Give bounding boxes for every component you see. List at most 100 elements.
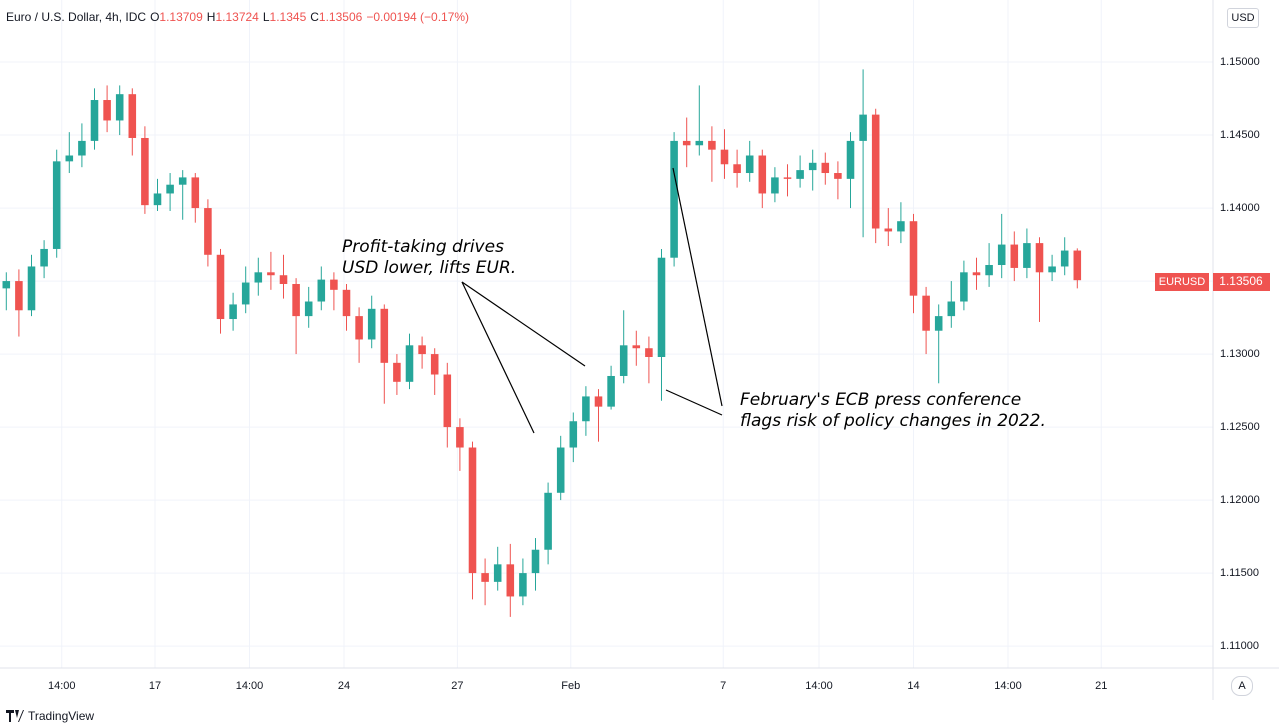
candle-body <box>556 447 565 493</box>
candle-body <box>405 345 414 382</box>
x-tick-label: 14 <box>907 680 919 692</box>
ohlc-label: C <box>310 10 319 24</box>
candle-body <box>229 304 237 320</box>
candle-body <box>1010 244 1019 268</box>
candle-body <box>115 94 124 121</box>
candle-body <box>619 345 628 376</box>
candle-body <box>204 208 212 255</box>
annotation-line <box>672 167 723 407</box>
candle-body <box>443 374 452 428</box>
candle-body <box>493 564 502 582</box>
candle-body <box>355 316 363 340</box>
candle-body <box>745 155 754 174</box>
candle-body <box>821 162 830 174</box>
candle-body <box>947 301 956 317</box>
annotation: Profit-taking drives USD lower, lifts EUR… <box>342 237 516 278</box>
candle-body <box>909 221 918 296</box>
annotation-lines <box>461 167 723 434</box>
brand[interactable]: TradingView <box>28 709 95 723</box>
candle-body <box>1073 250 1082 281</box>
candle-body <box>241 282 250 305</box>
ohlc: O1.13709 <box>150 10 203 24</box>
candle-body <box>897 221 905 232</box>
annotation: February's ECB press conference flags ris… <box>740 390 1046 431</box>
x-tick-label: 21 <box>1095 680 1107 692</box>
currency-button[interactable]: USD <box>1227 8 1259 28</box>
candle-body <box>90 100 99 141</box>
candle-body <box>519 573 527 597</box>
candle-body <box>52 161 61 249</box>
candle-body <box>758 155 767 194</box>
ohlc: L1.1345 <box>263 10 306 24</box>
candle-body <box>103 100 111 121</box>
ohlc: H1.13724 <box>207 10 259 24</box>
candle-body <box>695 140 704 146</box>
candle-body <box>569 421 578 448</box>
y-tick-label: 1.13000 <box>1220 348 1260 360</box>
x-tick-label: 14:00 <box>48 680 76 692</box>
auto-scale-button[interactable]: A <box>1231 676 1253 696</box>
series-title: Euro / U.S. Dollar, 4h, IDC <box>6 10 147 24</box>
candle-body <box>279 275 288 284</box>
candle-body <box>594 396 603 407</box>
candle-body <box>783 177 792 179</box>
candle-body <box>607 375 615 407</box>
candle-body <box>317 279 326 302</box>
candle-body <box>216 254 225 320</box>
candle-body <box>393 362 401 382</box>
candle-body <box>531 549 540 574</box>
last-price-label: 1.13506 <box>1219 274 1263 288</box>
x-tick-label: 24 <box>338 680 350 692</box>
symbol-label: EURUSD <box>1159 276 1206 288</box>
candle-body <box>796 170 804 179</box>
axes: 1.11000 1.11500 1.12000 1.12500 1.13000 1.135… <box>48 56 1260 692</box>
candle-body <box>430 354 439 375</box>
candle-body <box>27 266 36 311</box>
logo <box>6 710 24 722</box>
candle-body <box>456 427 464 448</box>
candle-body <box>670 140 678 258</box>
y-tick-label: 1.14500 <box>1220 129 1260 141</box>
ohlc-value: 1.1345 <box>269 10 307 24</box>
candle-body <box>544 492 552 550</box>
x-tick-label: 14:00 <box>805 680 833 692</box>
grid <box>0 0 1213 668</box>
change: −0.00194 (−0.17%) <box>366 10 470 24</box>
candle-body <box>15 281 23 311</box>
x-tick-label: Feb <box>561 680 580 692</box>
candle-body <box>367 308 376 340</box>
candle-body <box>1048 266 1056 273</box>
candle-body <box>645 348 653 357</box>
y-tick-label: 1.12000 <box>1220 494 1260 506</box>
candle-body <box>985 265 993 276</box>
y-tick-label: 1.12500 <box>1220 421 1260 433</box>
candle-body <box>808 162 817 171</box>
footer: TradingView <box>6 709 94 723</box>
y-tick-label: 1.15000 <box>1220 56 1260 68</box>
candle-body <box>859 114 867 141</box>
candle-body <box>342 289 351 317</box>
ohlc-label: L <box>262 10 270 24</box>
ohlc-value: 1.13724 <box>215 10 259 24</box>
candle-body <box>997 244 1006 266</box>
annotation-line <box>461 281 586 367</box>
candle-body <box>267 272 275 276</box>
annotations: Profit-taking drives USD lower, lifts EUR… <box>342 237 1046 431</box>
x-tick-label: 27 <box>451 680 463 692</box>
ohlc-label: O <box>150 10 160 24</box>
candle-body <box>380 308 389 363</box>
candle-body <box>708 140 716 150</box>
candle-body <box>292 283 300 317</box>
candles <box>2 69 1082 617</box>
candle-body <box>733 164 741 174</box>
candle-body <box>582 396 590 422</box>
candle-body <box>1023 243 1031 268</box>
candle-body <box>304 301 313 317</box>
candle-body <box>720 149 729 165</box>
candle-body <box>178 177 187 185</box>
candle-body <box>128 94 137 138</box>
candle-body <box>771 177 779 194</box>
y-tick-label: 1.11000 <box>1220 640 1259 652</box>
candle-body <box>153 193 162 206</box>
